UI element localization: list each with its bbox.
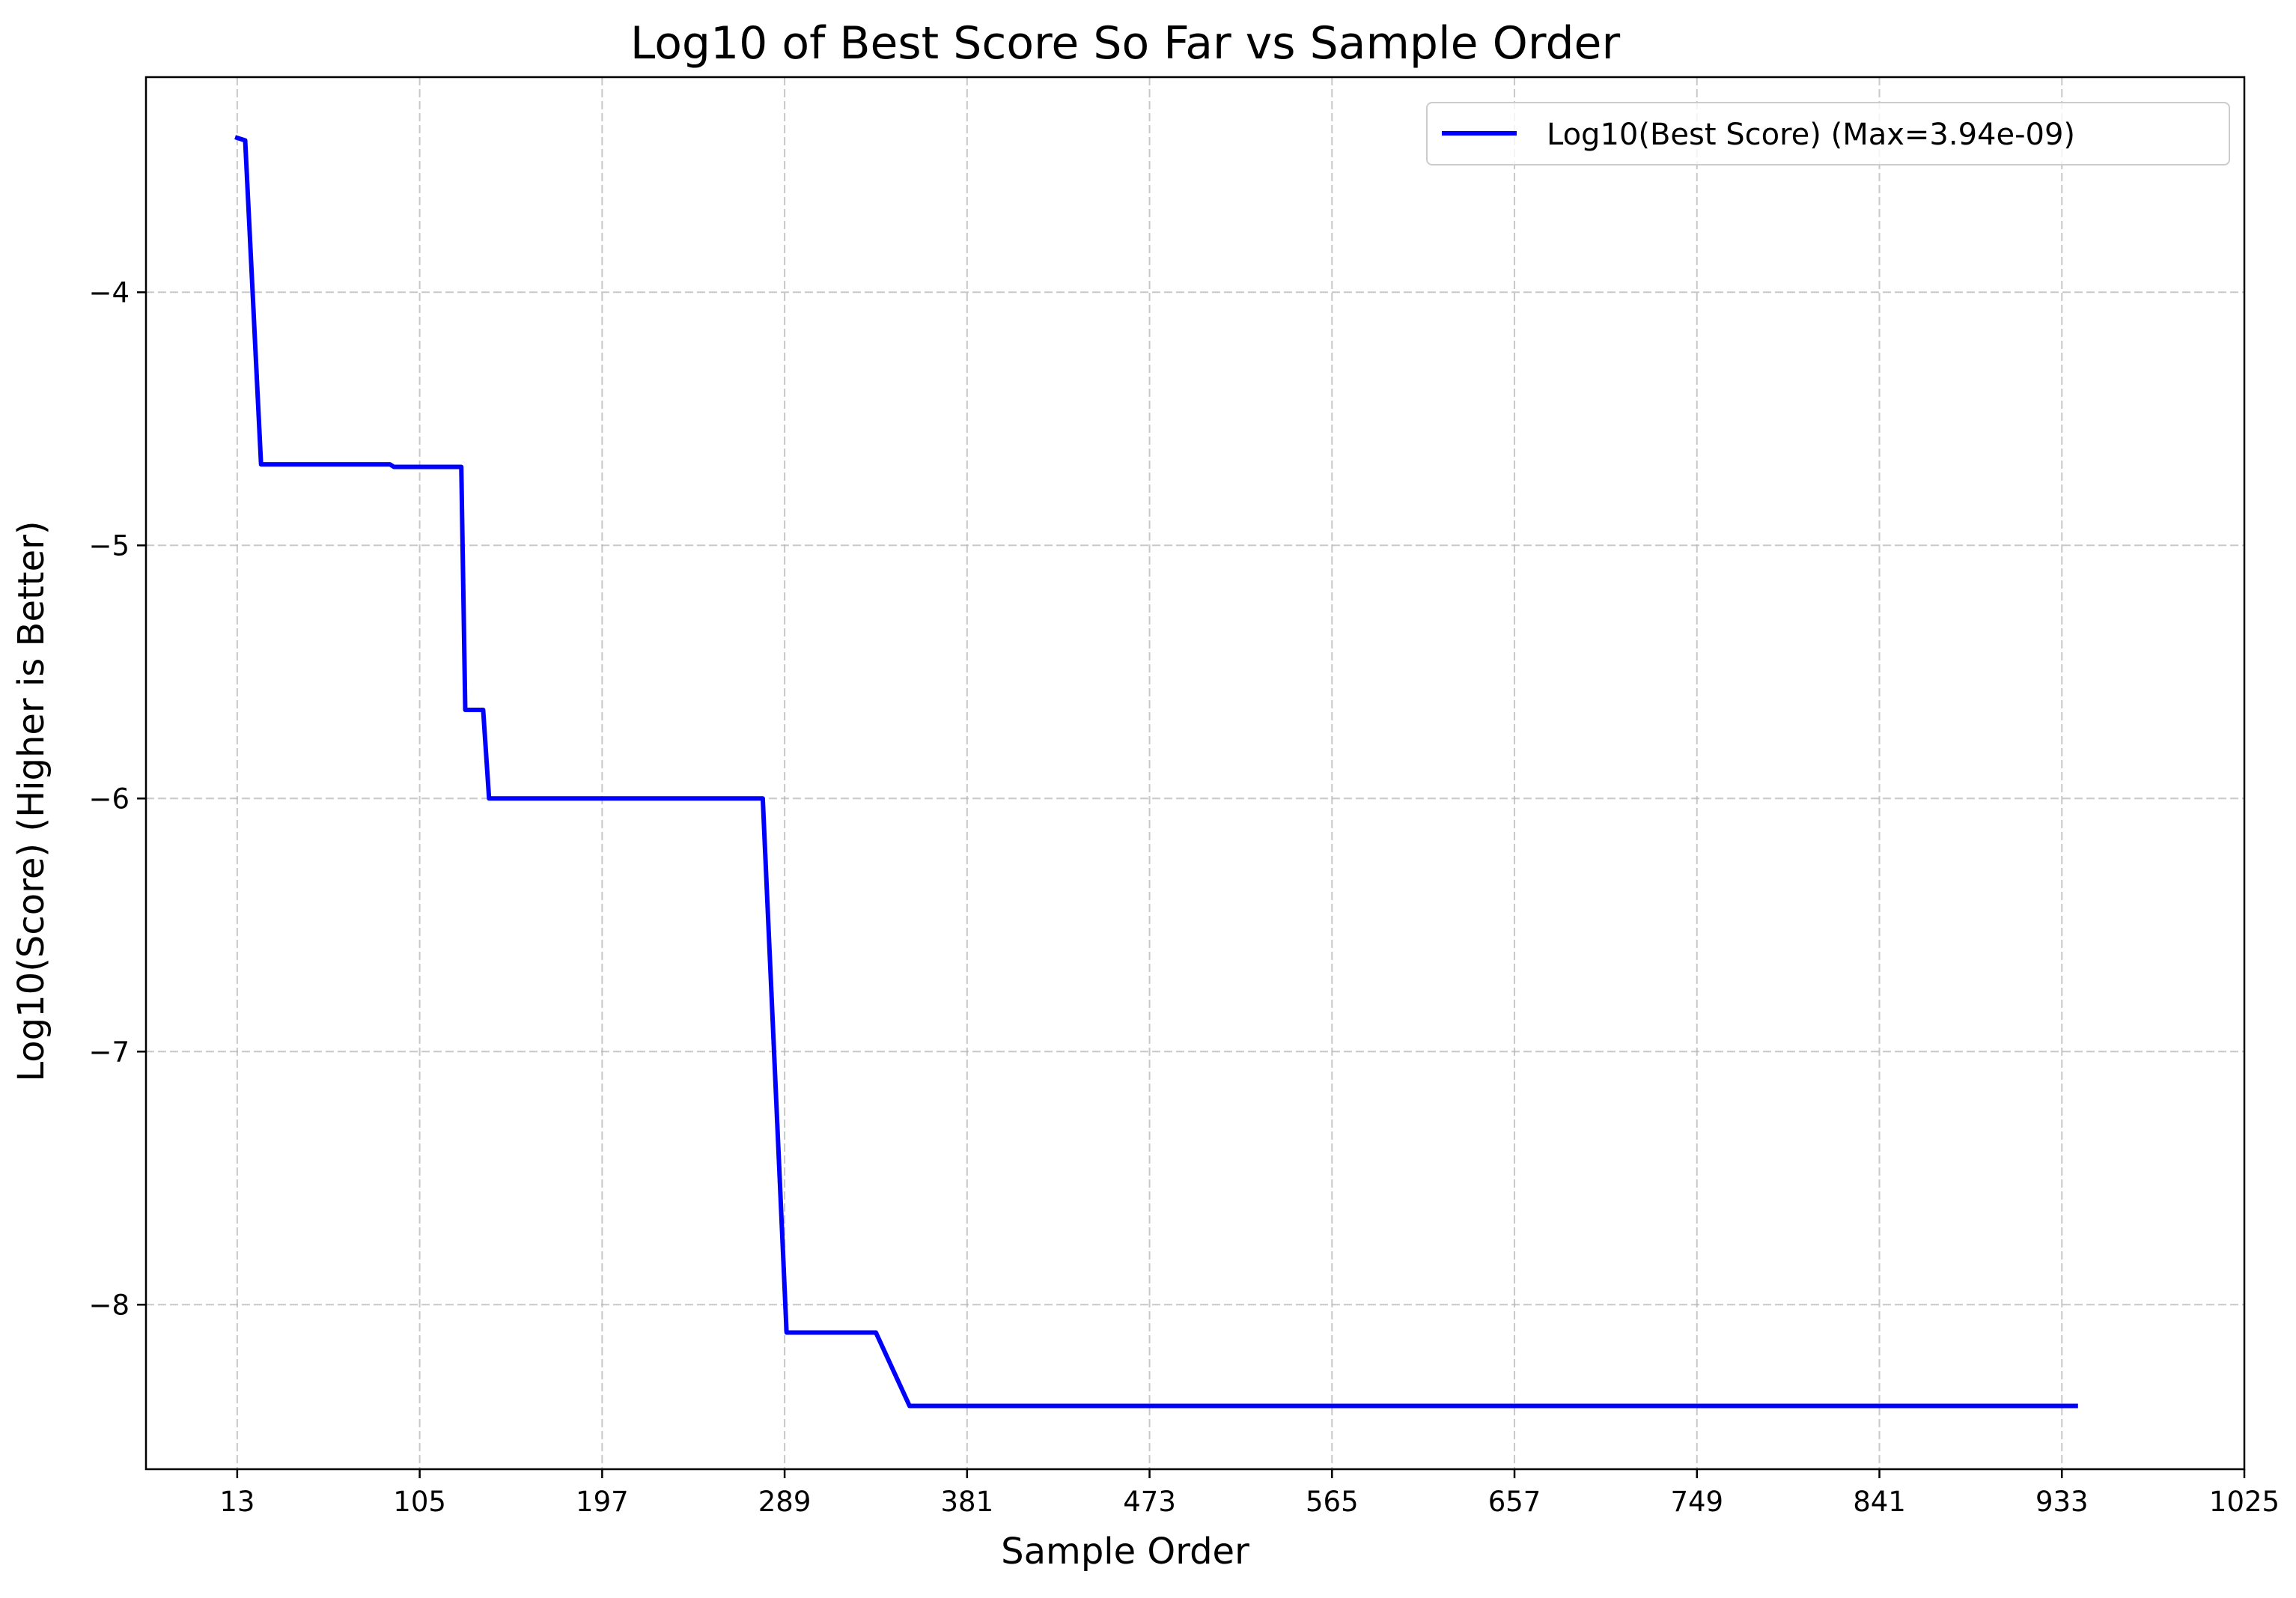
x-tick-label: 473 — [1123, 1486, 1176, 1518]
x-axis: 13 105 197 289 381 473 565 657 749 841 933 1025 — [219, 1469, 2280, 1518]
x-tick-label: 289 — [758, 1486, 811, 1518]
x-tick-label: 105 — [393, 1486, 446, 1518]
y-tick-label: −7 — [88, 1036, 130, 1068]
legend-box — [1426, 102, 2230, 165]
x-tick-label: 1025 — [2209, 1486, 2280, 1518]
plot-frame — [144, 76, 2246, 1471]
y-axis: −4 −5 −6 −7 −8 — [88, 276, 146, 1321]
x-tick-label: 841 — [1853, 1486, 1906, 1518]
x-tick-label: 749 — [1670, 1486, 1723, 1518]
y-tick-label: −5 — [88, 529, 130, 562]
x-tick-label: 13 — [219, 1486, 255, 1518]
legend-entry: Log10(Best Score) (Max=3.94e-09) — [1547, 118, 2075, 152]
legend: Log10(Best Score) (Max=3.94e-09) — [1426, 102, 2230, 165]
y-tick-label: −6 — [88, 783, 130, 815]
chart-title: Log10 of Best Score So Far vs Sample Ord… — [630, 17, 1621, 70]
x-tick-label: 197 — [576, 1486, 629, 1518]
x-tick-label: 933 — [2035, 1486, 2089, 1518]
series-layer — [234, 135, 2078, 1409]
x-tick-label: 381 — [941, 1486, 994, 1518]
x-axis-label: Sample Order — [1001, 1531, 1249, 1573]
y-tick-label: −4 — [88, 276, 130, 309]
y-axis-label: Log10(Score) (Higher is Better) — [10, 520, 52, 1081]
x-tick-label: 657 — [1488, 1486, 1541, 1518]
grid — [146, 77, 2245, 1469]
x-tick-label: 565 — [1306, 1486, 1359, 1518]
series-line — [234, 135, 2078, 1409]
y-tick-label: −8 — [88, 1289, 130, 1321]
